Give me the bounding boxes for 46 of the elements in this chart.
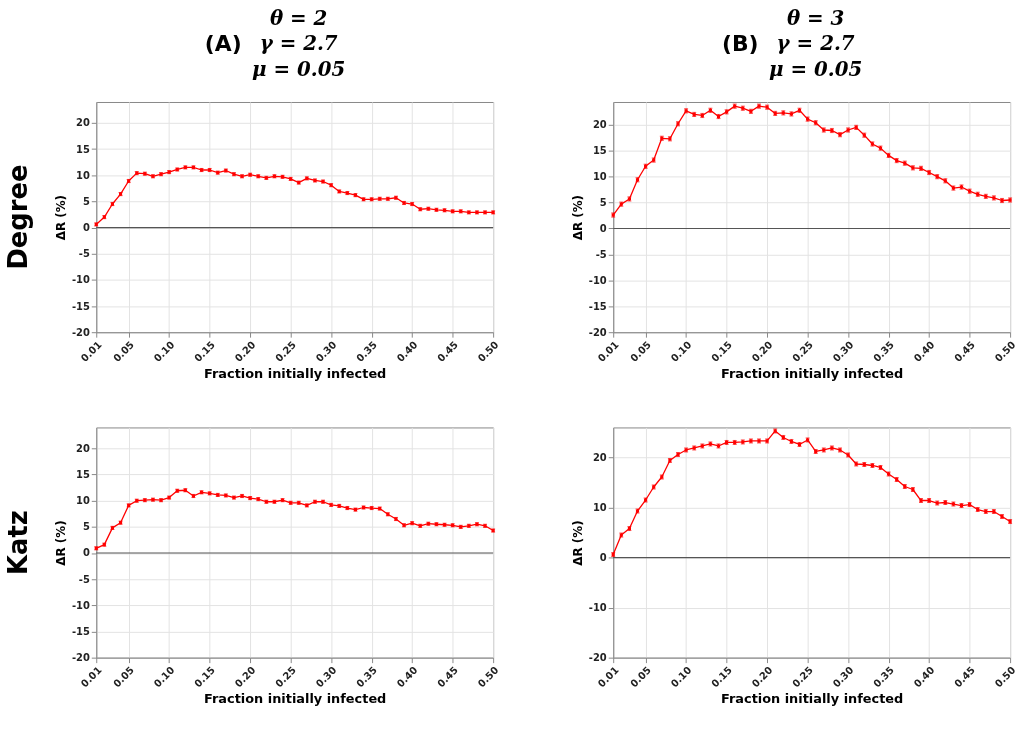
y-tick-label: -15	[71, 300, 90, 312]
y-tick-label: 10	[592, 171, 607, 183]
y-tick-label: 10	[76, 169, 90, 181]
y-tick-label: -15	[588, 300, 607, 312]
y-tick-label: 0	[82, 222, 90, 234]
y-tick-label: 5	[82, 521, 90, 533]
y-tick-label: 0	[599, 552, 607, 564]
y-tick-label: -20	[71, 326, 90, 338]
y-tick-label: 20	[76, 442, 90, 454]
text: Degree	[2, 164, 33, 270]
y-tick-label: -5	[78, 573, 90, 585]
y-tick-label: -15	[71, 625, 90, 637]
x-axis-title: Fraction initially infected	[204, 691, 387, 707]
y-tick-label: 20	[592, 451, 607, 463]
y-tick-label: 10	[592, 502, 607, 513]
chart-subtitle: θ = 2 γ = 2.7 μ = 0.05	[252, 5, 346, 82]
y-tick-label: -10	[71, 599, 90, 611]
y-tick-label: 0	[82, 547, 90, 559]
chart-title: (B)	[721, 31, 759, 57]
y-tick-label: 0	[599, 222, 607, 234]
chart-title: (A)	[204, 31, 242, 57]
y-tick-label: 5	[82, 195, 90, 207]
chart-subtitle: θ = 3 γ = 2.7 μ = 0.05	[769, 5, 863, 82]
y-tick-label: -5	[78, 248, 90, 260]
y-tick-label: -10	[588, 274, 607, 286]
y-tick-label: 5	[599, 197, 607, 209]
x-axis-title: Fraction initially infected	[720, 691, 904, 707]
y-axis-title: ΔR (%)	[53, 194, 68, 241]
y-tick-label: 15	[592, 145, 607, 157]
y-tick-label: -10	[588, 602, 607, 614]
y-tick-label: -20	[71, 652, 90, 664]
y-tick-label: 15	[76, 469, 90, 481]
y-tick-label: -5	[595, 248, 607, 260]
y-tick-label: 15	[76, 143, 90, 155]
y-axis-title: ΔR (%)	[53, 520, 68, 566]
text: Katz	[2, 510, 33, 575]
y-tick-label: 20	[76, 117, 90, 129]
y-tick-label: -20	[588, 326, 607, 338]
x-axis-title: Fraction initially infected	[204, 365, 387, 381]
y-tick-label: 20	[592, 119, 607, 131]
y-tick-label: -20	[588, 652, 607, 664]
y-axis-title: ΔR (%)	[570, 520, 585, 566]
y-tick-label: -10	[71, 274, 90, 286]
y-axis-title: ΔR (%)	[570, 194, 585, 241]
x-axis-title: Fraction initially infected	[720, 365, 904, 381]
y-tick-label: 10	[76, 495, 90, 507]
